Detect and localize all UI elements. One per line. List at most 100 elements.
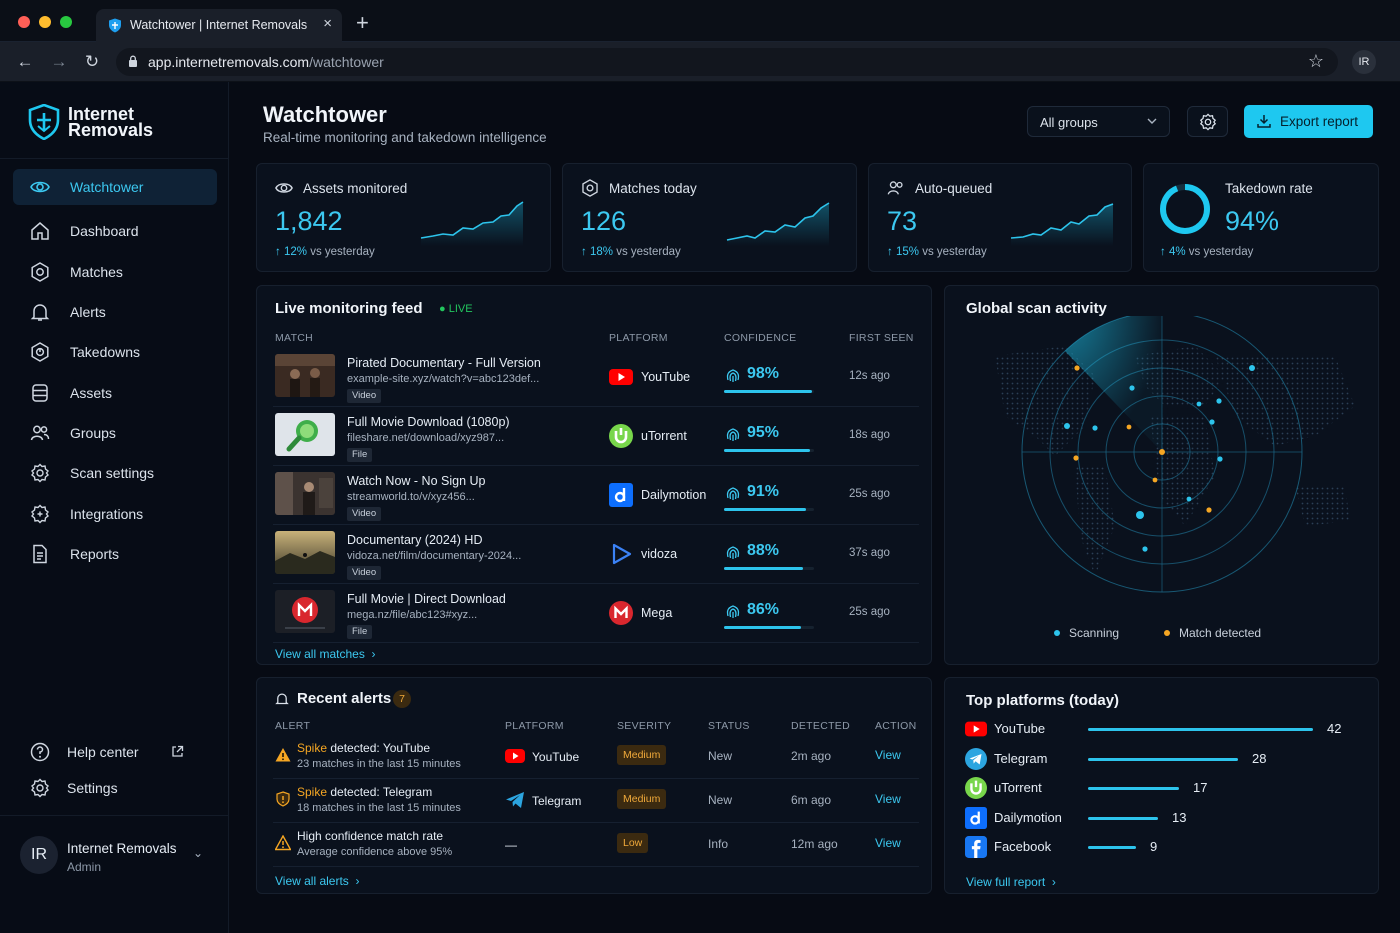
warning-icon <box>275 748 291 762</box>
alerts-title: Recent alerts <box>297 690 392 707</box>
reload-icon[interactable]: ↻ <box>84 52 100 71</box>
url-field[interactable]: app.internetremovals.com/watchtower ☆ <box>116 48 1338 76</box>
sidebar-item-integrations[interactable]: Integrations <box>13 496 217 532</box>
forward-arrow-icon[interactable]: → <box>50 52 68 71</box>
download-icon <box>1257 115 1271 128</box>
table-row[interactable]: Full Movie Download (1080p) fileshare.net… <box>273 407 919 466</box>
export-report-label: Export report <box>1280 114 1359 129</box>
sidebar-item-matches[interactable]: Matches <box>13 254 217 290</box>
view-alert-link[interactable]: View <box>875 792 901 806</box>
export-report-button[interactable]: Export report <box>1244 105 1373 138</box>
view-all-alerts-link[interactable]: View all alerts › <box>275 874 360 888</box>
platform-row[interactable]: Facebook 9 <box>965 834 1365 860</box>
alert-detected: 2m ago <box>791 749 832 763</box>
alert-row[interactable]: High confidence match rate Average confi… <box>273 823 919 867</box>
brand-line1: Internet <box>68 104 135 124</box>
table-row[interactable]: Watch Now - No Sign Up streamworld.to/v/x… <box>273 466 919 525</box>
user-menu[interactable]: IR Internet Removals Admin ⌄ <box>0 815 229 933</box>
kpi-value: 94% <box>1225 206 1280 236</box>
confidence-bar-fill <box>724 508 806 511</box>
kpi-card-auto-queued[interactable]: Auto-queued 73 ↑ 15% vs yesterday <box>868 163 1132 272</box>
platform-row[interactable]: uTorrent 17 <box>965 775 1365 801</box>
brand-logo[interactable]: Internet Removals <box>28 104 228 148</box>
minimize-window-button[interactable] <box>39 16 51 28</box>
view-all-matches-label: View all matches <box>275 647 365 661</box>
platform-row[interactable]: Dailymotion 13 <box>965 805 1365 831</box>
media-type-badge: File <box>347 448 373 462</box>
help-center-link[interactable]: Help center <box>13 734 217 770</box>
media-type-badge: Video <box>347 389 382 403</box>
table-row[interactable]: Documentary (2024) HD vidoza.net/film/doc… <box>273 525 919 584</box>
table-row[interactable]: Full Movie | Direct Download mega.nz/file… <box>273 584 919 643</box>
view-all-matches-link[interactable]: View all matches › <box>275 647 376 661</box>
table-row[interactable]: Pirated Documentary - Full Version exampl… <box>273 348 919 407</box>
utorrent-icon <box>965 777 987 800</box>
gear-icon <box>31 778 49 798</box>
kpi-title: Matches today <box>609 181 697 196</box>
gear-icon <box>31 463 49 483</box>
first-seen: 25s ago <box>849 606 890 618</box>
chevron-down-icon <box>1147 118 1157 124</box>
col-match: MATCH <box>275 332 314 344</box>
users-icon <box>30 425 50 441</box>
alert-row[interactable]: Spike detected: YouTube 23 matches in th… <box>273 735 919 779</box>
settings-button[interactable] <box>1187 106 1228 137</box>
warning-icon <box>275 835 291 851</box>
dailymotion-icon <box>609 483 633 507</box>
maximize-window-button[interactable] <box>60 16 72 28</box>
takedown-icon <box>31 342 49 362</box>
settings-link[interactable]: Settings <box>13 770 217 806</box>
sidebar-item-takedowns[interactable]: Takedowns <box>13 334 217 370</box>
group-select[interactable]: All groups <box>1027 106 1170 137</box>
platform-row[interactable]: YouTube 42 <box>965 716 1365 742</box>
sidebar-item-assets[interactable]: Assets <box>13 375 217 411</box>
first-seen: 12s ago <box>849 370 890 382</box>
sidebar-item-label: Assets <box>70 385 113 401</box>
kpi-card-matches-today[interactable]: Matches today 126 ↑ 18% vs yesterday <box>562 163 857 272</box>
alert-row[interactable]: Spike detected: Telegram 18 matches in t… <box>273 779 919 823</box>
sidebar-item-dashboard[interactable]: Dashboard <box>13 213 217 249</box>
view-alert-link[interactable]: View <box>875 748 901 762</box>
profile-avatar[interactable]: IR <box>1352 50 1376 74</box>
view-alert-link[interactable]: View <box>875 836 901 850</box>
browser-tab[interactable]: Watchtower | Internet Removals × <box>96 9 342 42</box>
sidebar-item-label: Groups <box>70 425 116 441</box>
home-icon <box>31 222 49 240</box>
kpi-delta: 4% <box>1168 246 1186 258</box>
dailymotion-icon <box>965 806 987 829</box>
sidebar-item-label: Alerts <box>70 304 106 320</box>
eye-icon <box>30 181 50 193</box>
close-window-button[interactable] <box>18 16 30 28</box>
back-arrow-icon[interactable]: ← <box>16 52 34 71</box>
sidebar-item-alerts[interactable]: Alerts <box>13 294 217 330</box>
group-select-value: All groups <box>1040 115 1098 130</box>
platform-row[interactable]: Telegram 28 <box>965 746 1365 772</box>
fingerprint-icon <box>726 428 740 441</box>
thumbnail-image <box>275 413 335 456</box>
feed-title: Live monitoring feed <box>275 300 423 317</box>
confidence-bar-fill <box>724 626 802 629</box>
avatar: IR <box>20 836 58 874</box>
match-title: Full Movie Download (1080p) <box>347 415 510 429</box>
bookmark-star-icon[interactable]: ☆ <box>1307 51 1324 71</box>
view-full-report-link[interactable]: View full report › <box>966 875 1056 889</box>
sidebar-item-label: Takedowns <box>70 344 141 360</box>
sidebar-item-scan-settings[interactable]: Scan settings <box>13 455 217 491</box>
sidebar-item-groups[interactable]: Groups <box>13 415 217 451</box>
platform-bar <box>1088 846 1136 850</box>
sidebar-item-reports[interactable]: Reports <box>13 536 217 572</box>
platform-name: YouTube <box>994 721 1046 736</box>
alert-subtitle: Average confidence above 95% <box>297 846 453 858</box>
close-tab-icon[interactable]: × <box>323 15 332 32</box>
sidebar-item-watchtower[interactable]: Watchtower <box>13 169 217 205</box>
thumbnail-image <box>275 590 335 633</box>
confidence-bar-fill <box>724 449 810 452</box>
chevron-down-icon[interactable]: ⌄ <box>193 846 204 860</box>
user-name: Internet Removals <box>67 841 177 856</box>
match-url: streamworld.to/v/xyz456... <box>347 491 475 503</box>
kpi-card-assets-monitored[interactable]: Assets monitored 1,842 ↑ 12% vs yesterda… <box>256 163 551 272</box>
confidence-value: 95% <box>747 424 780 441</box>
kpi-card-takedown-rate[interactable]: Takedown rate 94% ↑ 4% vs yesterday <box>1143 163 1379 272</box>
platform-count: 42 <box>1327 721 1342 736</box>
new-tab-icon[interactable]: + <box>356 10 369 35</box>
